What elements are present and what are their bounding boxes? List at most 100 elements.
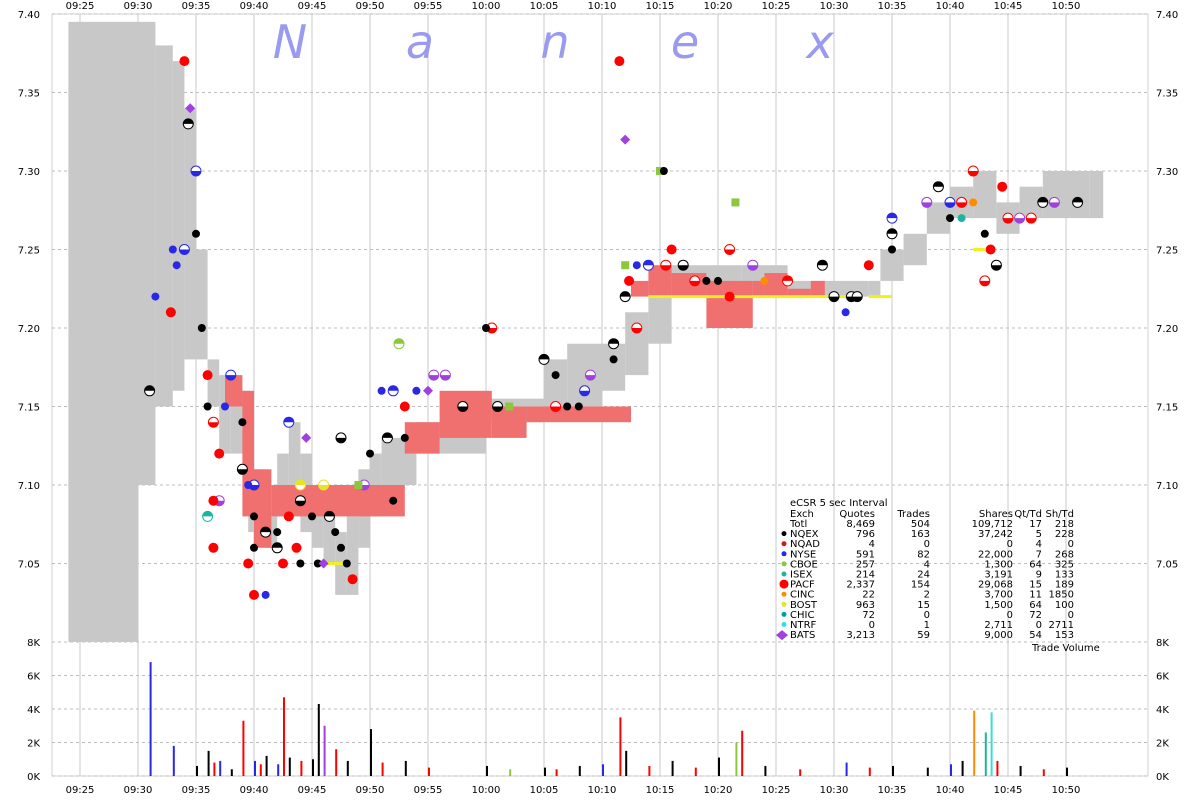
quote-marker-nqex xyxy=(492,406,503,412)
trade-marker-pacf xyxy=(278,558,288,569)
nbbo-gray-band xyxy=(196,249,208,360)
stats-cell-qt-td: 54 xyxy=(1029,630,1042,641)
watermark-letter: e xyxy=(671,15,699,69)
volume-bar xyxy=(312,759,314,776)
volume-bar xyxy=(1066,767,1068,776)
quote-marker-pacf xyxy=(724,249,735,255)
volume-bar xyxy=(283,697,285,776)
volume-bar xyxy=(799,769,802,776)
volume-bar xyxy=(718,757,720,776)
volume-bar xyxy=(961,760,964,776)
trade-marker-nqex xyxy=(273,528,282,537)
price-tick-label-right: 8K xyxy=(1156,638,1169,649)
stats-cell-sh-td: 189 xyxy=(1055,580,1074,591)
nbbo-red-band xyxy=(271,485,405,517)
volume-bar xyxy=(648,765,651,776)
stats-cell-sh-td: 0 xyxy=(1068,539,1074,550)
nbbo-red-band xyxy=(764,273,788,297)
quote-marker-nyse xyxy=(179,249,190,255)
stats-cell-trades: 59 xyxy=(917,630,930,641)
price-tick-label-right: 7.35 xyxy=(1156,89,1178,100)
quote-marker-nyse xyxy=(945,202,955,208)
nbbo-gray-band xyxy=(973,171,997,219)
trade-marker-cboe xyxy=(621,261,630,270)
volume-bar xyxy=(230,769,233,776)
volume-bar xyxy=(845,762,848,776)
trade-marker-pacf xyxy=(985,244,996,255)
quote-marker-nyse xyxy=(191,171,201,176)
stats-cell-trades: 15 xyxy=(917,600,930,611)
x-tick-label-top: 10:35 xyxy=(878,1,907,12)
trade-markers xyxy=(151,56,1008,600)
x-tick-label-bottom: 09:40 xyxy=(240,785,269,796)
stats-cell-trades: 0 xyxy=(924,610,930,621)
stats-cell-shares: 3,191 xyxy=(984,570,1013,581)
trade-marker-nqex xyxy=(192,229,200,238)
quote-marker-nqex xyxy=(539,354,549,360)
trade-marker-pacf xyxy=(202,370,213,381)
trade-marker-nqex xyxy=(574,402,583,411)
nbbo-gray-band xyxy=(926,202,950,234)
stats-cell-exch: CHIC xyxy=(790,610,814,621)
stats-cell-quotes: 2,337 xyxy=(846,580,875,591)
price-tick-label-right: 7.30 xyxy=(1156,167,1178,178)
watermark-letter: n xyxy=(540,15,569,69)
volume-axis-label: Trade Volume xyxy=(1031,643,1100,654)
watermark-letter: N xyxy=(273,15,307,69)
volume-bar xyxy=(1019,765,1022,776)
quote-marker-nqex xyxy=(1037,197,1048,203)
volume-bar xyxy=(335,749,338,776)
x-tick-label-bottom: 10:00 xyxy=(472,785,501,796)
x-tick-label-top: 09:25 xyxy=(66,1,95,12)
volume-tick-label-right: 6K xyxy=(1156,672,1169,683)
nbbo-gray-band xyxy=(138,21,156,485)
x-tick-label-top: 09:50 xyxy=(356,1,385,12)
nbbo-red-band xyxy=(439,390,492,438)
quote-marker-nqex xyxy=(933,181,944,187)
quote-marker-pacf xyxy=(979,280,990,286)
volume-bar xyxy=(984,732,987,776)
nbbo-gray-band xyxy=(1019,186,1043,219)
stats-cell-sh-td: 218 xyxy=(1055,519,1074,530)
price-tick-label-right: 7.25 xyxy=(1156,246,1178,257)
stats-header-sh-td: Sh/Td xyxy=(1045,509,1074,520)
price-tick-label-right: 7.15 xyxy=(1156,403,1178,414)
trade-marker-nqex xyxy=(197,324,206,332)
quote-marker-pacf xyxy=(208,422,219,428)
quote-marker-pacf xyxy=(1003,218,1013,224)
trade-marker-nqex xyxy=(714,276,722,285)
price-tick-label-left: 7.10 xyxy=(18,481,40,492)
trade-marker-nqex xyxy=(337,543,345,552)
volume-bar xyxy=(578,765,581,776)
quote-marker-nqex xyxy=(620,291,631,297)
stats-cell-exch: NYSE xyxy=(790,549,816,560)
volume-bar xyxy=(868,767,871,776)
x-tick-label-bottom: 10:10 xyxy=(588,785,617,796)
quote-marker-bats xyxy=(585,375,596,381)
stats-legend-swatch xyxy=(781,571,787,577)
trade-marker-nqex xyxy=(389,496,398,505)
trade-marker-nyse xyxy=(377,386,386,395)
interval-label: eCSR 5 sec Interval xyxy=(790,498,888,509)
stats-cell-qt-td: 17 xyxy=(1029,519,1042,530)
quote-marker-nqex xyxy=(608,338,619,344)
volume-bar xyxy=(277,764,280,776)
nbbo-gray-band xyxy=(544,359,568,407)
watermark-letter: a xyxy=(406,15,434,69)
x-tick-label-top: 10:00 xyxy=(472,1,501,12)
trade-marker-nqex xyxy=(400,433,409,442)
stats-cell-exch: CINC xyxy=(790,590,814,601)
trade-marker-pacf xyxy=(666,244,677,255)
price-tick-label-left: 7.25 xyxy=(18,246,40,257)
quote-marker-nqex xyxy=(382,432,393,438)
x-tick-label-bottom: 09:30 xyxy=(124,785,153,796)
trade-marker-nyse xyxy=(168,245,177,254)
stats-cell-shares: 1,300 xyxy=(984,559,1013,570)
stats-cell-qt-td: 5 xyxy=(1036,529,1042,540)
x-tick-label-bottom: 09:35 xyxy=(182,785,211,796)
stats-cell-exch: NQAD xyxy=(790,539,820,550)
quote-marker-nqex xyxy=(991,265,1002,271)
price-tick-label-right: 7.10 xyxy=(1156,481,1178,492)
x-tick-label-top: 09:40 xyxy=(240,1,269,12)
